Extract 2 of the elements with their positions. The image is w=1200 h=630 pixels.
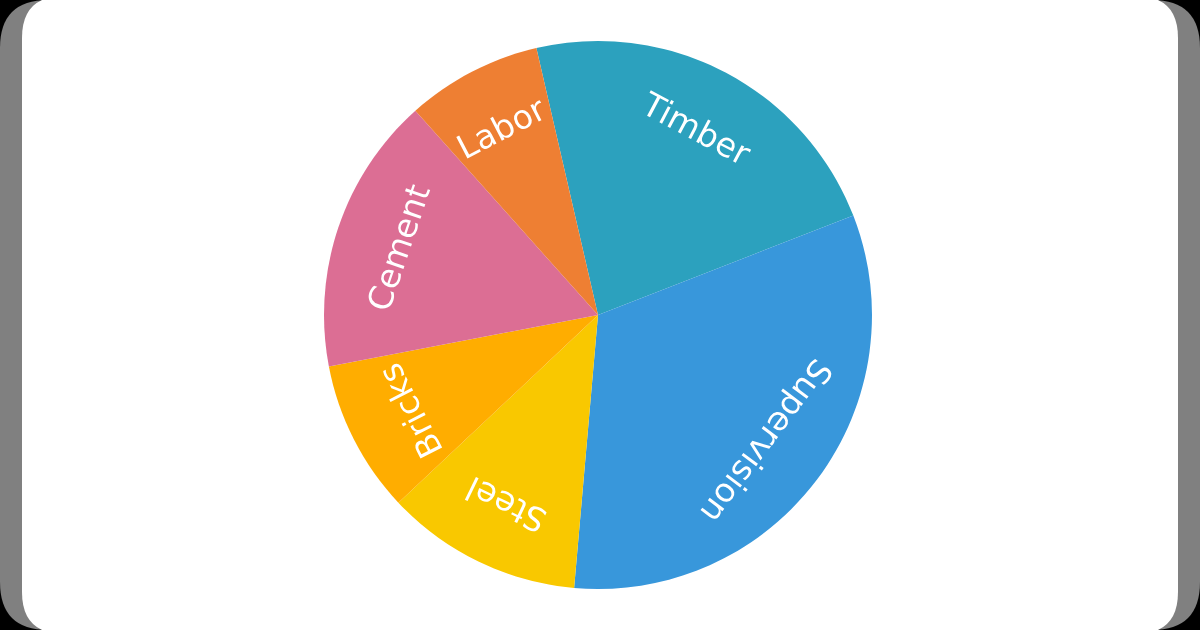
pie-slice — [574, 215, 872, 589]
slice-label: Steel — [464, 476, 548, 535]
